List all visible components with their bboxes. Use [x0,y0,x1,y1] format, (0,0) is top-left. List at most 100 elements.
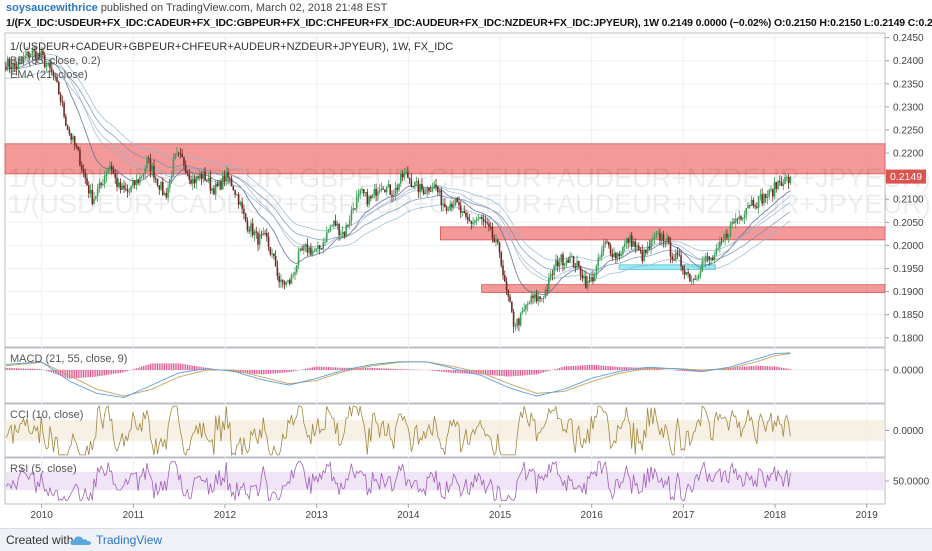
candle-body [45,65,48,67]
price-axis[interactable]: 0.2450 0.2400 0.2350 0.2300 0.2250 0.2200 0.21… [885,33,930,488]
candle-body [181,153,183,158]
time-tick-label: 2013 [306,510,329,521]
candle-body [489,226,492,228]
candle-body [590,277,592,282]
candle-body [780,182,783,186]
candle-body [24,55,27,58]
candle-body [558,261,561,267]
candle-body [123,185,125,189]
time-tick-label: 2018 [764,510,787,521]
candle-body [68,129,71,134]
candle-body [717,247,719,249]
candle-body [267,236,270,248]
candle-body [73,136,76,145]
candle-body [352,208,354,211]
price-tick-label: 0.1800 [893,333,924,344]
candle-body [503,275,506,282]
candle-body [567,259,570,263]
candle-body [405,171,407,173]
candle-body [574,266,577,268]
candle-body [602,244,605,252]
candle-body [380,188,383,190]
candle-body [447,209,450,211]
candle-body [616,253,619,259]
candle-body [622,246,624,255]
candle-body [620,254,622,257]
candle-body [227,171,229,179]
candle-body [722,239,725,242]
candle-body [555,260,557,267]
macd-panel[interactable] [4,347,886,404]
candle-body [375,188,377,196]
candle-body [128,191,131,193]
candle-body [72,136,74,140]
candle-body [384,189,386,193]
candle-body [426,187,429,194]
candle-body [653,237,656,239]
candle-body [461,211,464,213]
price-tick-label: 0.2200 [893,149,924,160]
candle-body [318,245,321,249]
candle-body [445,207,448,211]
candle-body [228,178,231,179]
candle-body [333,220,335,226]
candle-body [710,257,712,260]
time-tick-label: 2019 [856,510,879,521]
candle-body [103,176,106,184]
price-tick-label: 0.2250 [893,125,924,136]
candle-body [91,189,94,204]
candle-body [687,272,689,274]
candle-body [151,165,154,172]
candle-body [761,194,763,204]
last-price-badge: 0.2149 [886,169,926,184]
candle-body [295,265,298,273]
candle-body [592,277,594,282]
candle-body [407,171,409,178]
candle-body [47,63,50,66]
candle-body [472,222,474,224]
candle-body [777,181,779,189]
candle-body [132,180,134,187]
candle-body [523,309,525,312]
candle-body [260,234,263,236]
macd-signal-line [5,353,791,397]
tradingview-link[interactable]: TradingView [96,533,163,547]
candle-body [549,274,552,278]
candle-body [195,176,198,184]
candle-body [652,238,654,241]
candle-body [525,304,527,310]
candle-body [713,255,716,260]
candle-body [221,176,224,190]
candle-body [428,187,430,192]
candle-body [320,248,323,250]
candle-body [20,61,23,63]
time-tick-label: 2010 [31,510,54,521]
candle-body [632,241,635,247]
candle-body [569,256,571,263]
chart-canvas[interactable]: 1/(USDEUR+CADEUR+GBPEUR+CHFEUR+AUDEUR+NZ… [0,0,932,528]
candle-body [662,234,665,242]
candle-body [354,208,356,210]
candle-body [139,176,141,184]
candle-body [486,222,488,224]
candle-body [491,226,494,239]
time-axis[interactable]: 2010 2011 2012 2013 2014 2015 2016 2017 2018 2019 [31,504,879,521]
rsi-legend: RSI (5, close) [10,463,77,475]
candle-body [207,177,210,182]
candle-body [410,179,413,187]
candle-body [306,244,309,253]
candle-body [109,165,111,170]
candle-body [528,302,531,304]
author-link[interactable]: soysaucewithrice [6,2,98,14]
candle-body [241,202,243,209]
candle-body [248,230,250,232]
candle-body [370,196,372,199]
candle-body [42,50,44,56]
candle-body [206,180,208,182]
candle-body [315,248,317,252]
candle-body [199,174,201,179]
candle-body [544,290,547,299]
candle-body [535,294,538,302]
candle-body [787,177,790,184]
price-tick-label: 0.2000 [893,241,924,252]
